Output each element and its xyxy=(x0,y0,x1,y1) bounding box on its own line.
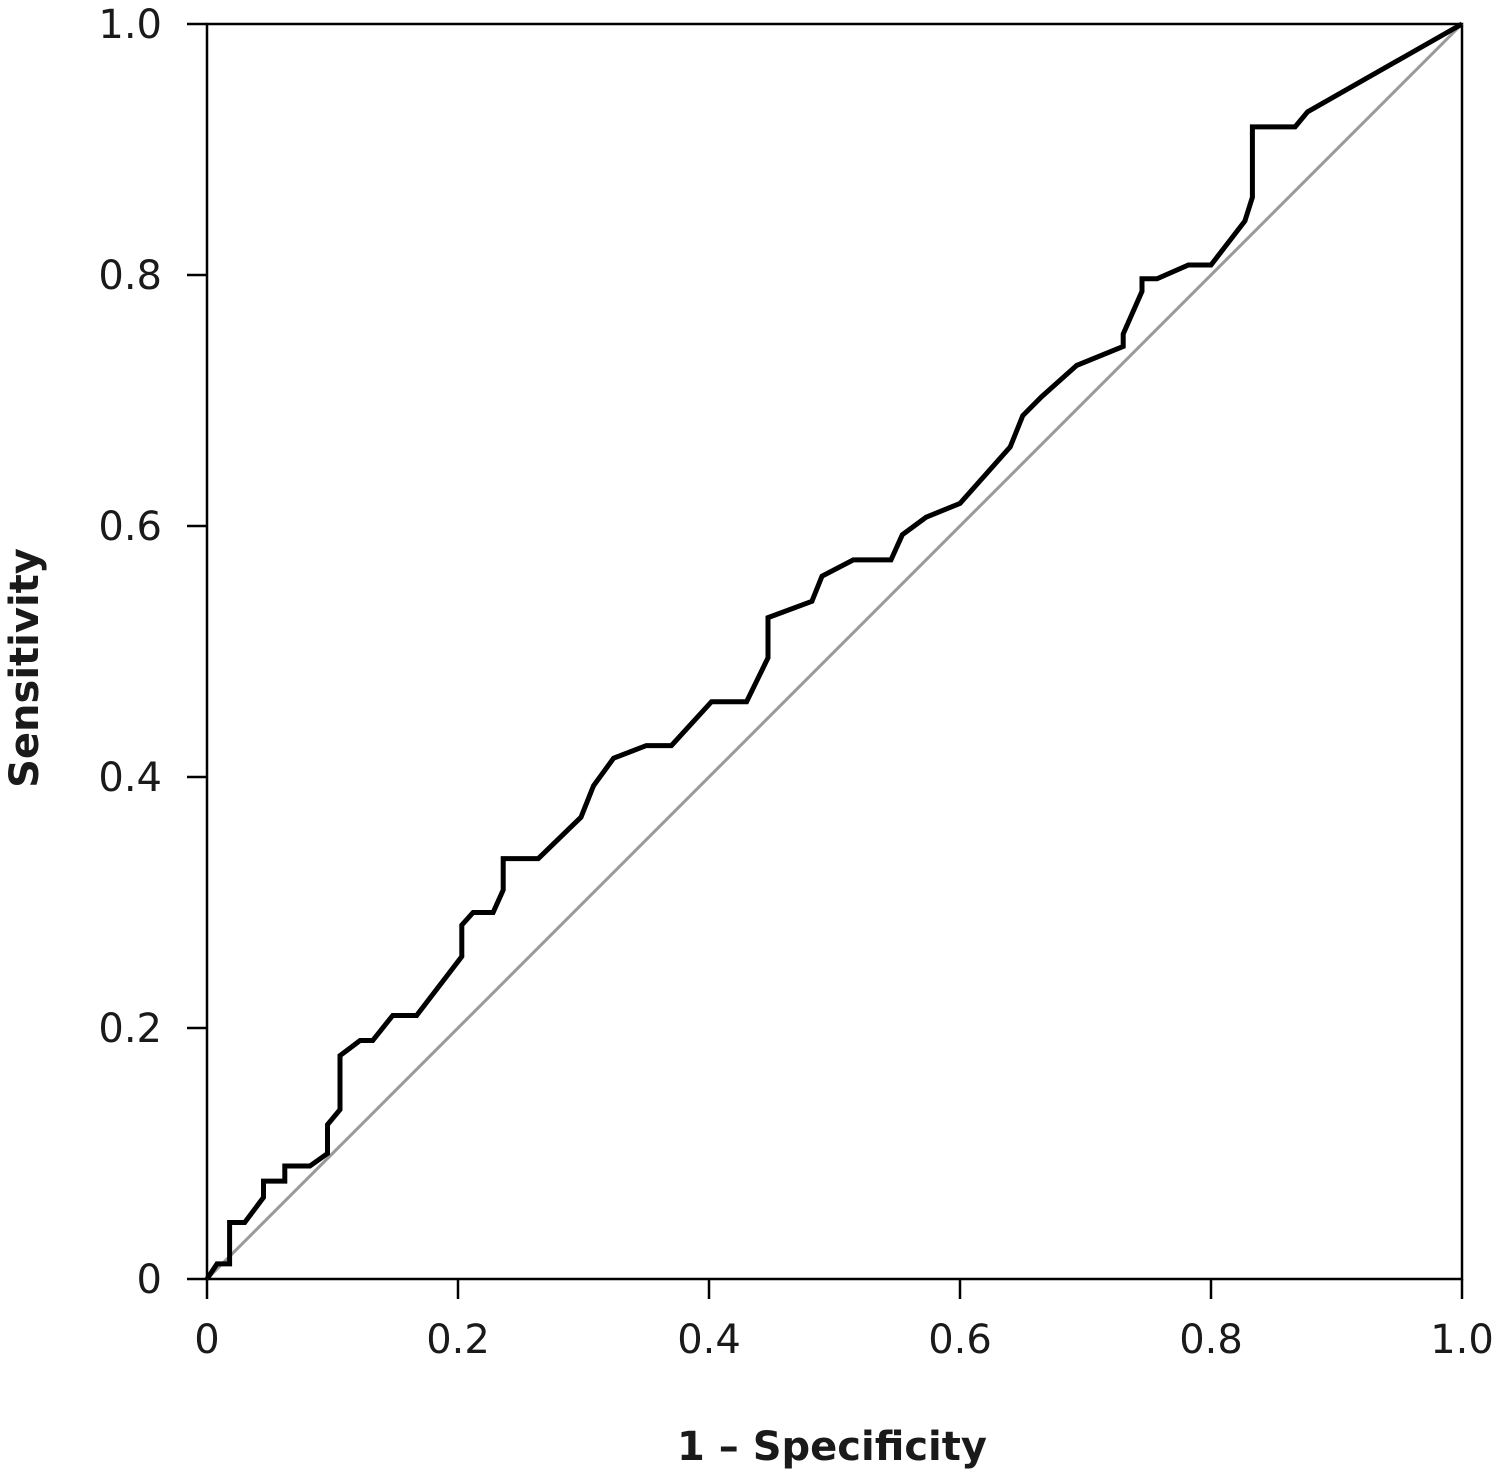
plot-area xyxy=(204,21,1464,1281)
x-tick-label: 0.2 xyxy=(426,1317,490,1363)
y-tick-label: 0.2 xyxy=(98,1006,162,1052)
x-tick-label: 1.0 xyxy=(1430,1317,1494,1363)
x-axis-title: 1 – Specificity xyxy=(677,1424,987,1470)
y-tick-label: 0 xyxy=(137,1257,162,1303)
reference-diagonal-line xyxy=(205,22,1464,1281)
y-tick-label: 1.0 xyxy=(98,2,162,48)
x-tick-label: 0.4 xyxy=(677,1317,741,1363)
y-tick-label: 0.6 xyxy=(98,504,162,550)
x-tick-label: 0.8 xyxy=(1179,1317,1243,1363)
roc-curve-line xyxy=(204,21,1464,1281)
y-tick-label: 0.8 xyxy=(98,253,162,299)
y-axis-title: Sensitivity xyxy=(2,548,48,788)
y-axis: 0 0.2 0.4 0.6 0.8 1.0 xyxy=(98,2,207,1303)
y-tick-label: 0.4 xyxy=(98,755,162,801)
x-axis: 0 0.2 0.4 0.6 0.8 1.0 xyxy=(194,1279,1494,1363)
x-tick-label: 0 xyxy=(194,1317,219,1363)
plot-frame xyxy=(205,22,1464,1281)
x-tick-label: 0.6 xyxy=(928,1317,992,1363)
